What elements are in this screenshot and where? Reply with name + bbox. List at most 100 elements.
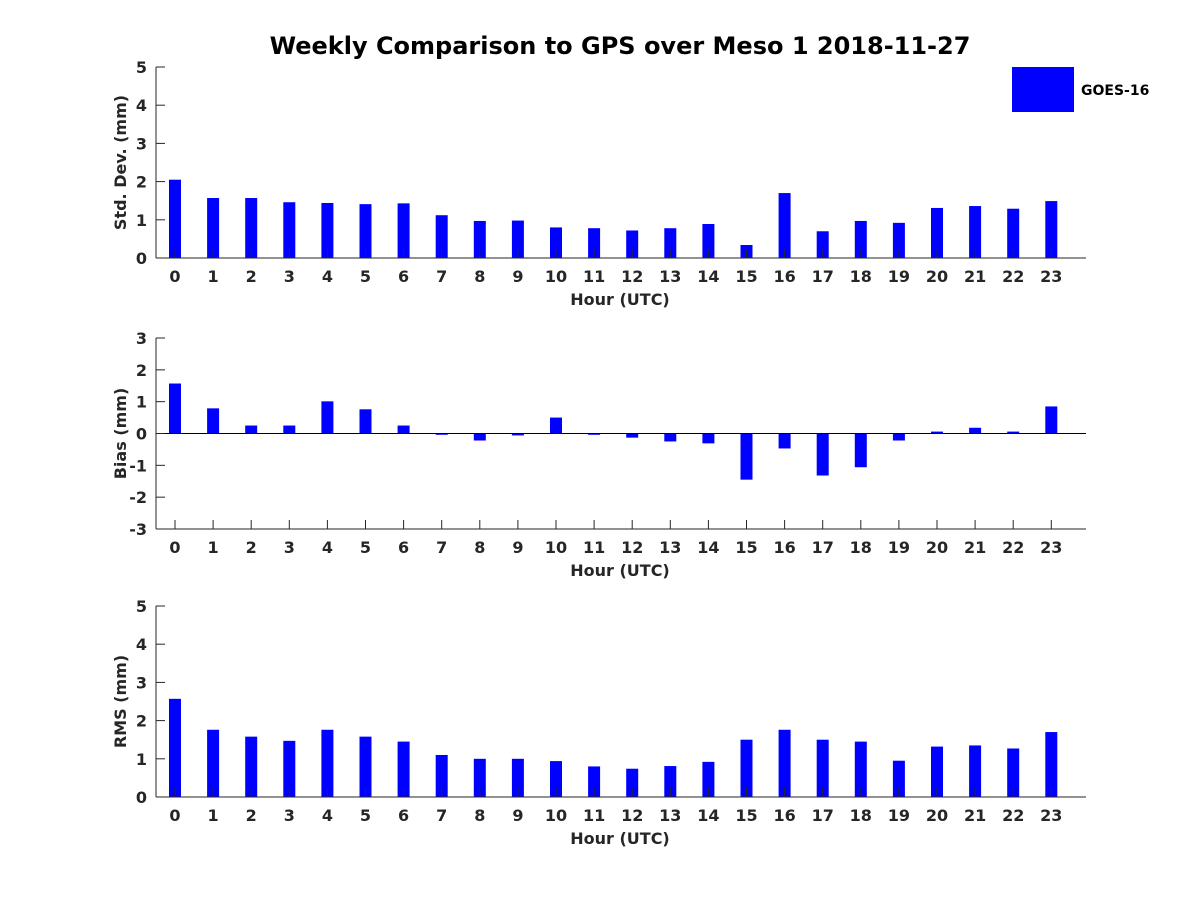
figure-title: Weekly Comparison to GPS over Meso 1 201…: [270, 32, 971, 60]
x-tick-label: 9: [512, 806, 523, 825]
bar: [626, 433, 639, 438]
x-tick-label: 6: [398, 267, 409, 286]
x-axis-label: Hour (UTC): [570, 561, 670, 580]
x-tick-label: 10: [545, 538, 567, 557]
y-tick-label: -3: [129, 520, 147, 539]
bar: [854, 741, 867, 797]
bar: [816, 739, 829, 797]
bar: [283, 740, 296, 797]
y-axis-label: Std. Dev. (mm): [111, 95, 130, 230]
x-tick-label: 14: [697, 806, 719, 825]
x-tick-label: 1: [208, 806, 219, 825]
x-tick-label: 20: [926, 538, 948, 557]
y-axis-label: Bias (mm): [111, 388, 130, 480]
x-tick-label: 15: [735, 538, 757, 557]
bar: [321, 202, 334, 258]
bar: [854, 433, 867, 468]
bar: [1045, 201, 1058, 258]
x-tick-label: 16: [773, 806, 795, 825]
y-tick-label: 4: [136, 635, 147, 654]
bar: [588, 766, 601, 797]
bar: [969, 745, 982, 797]
bar: [740, 739, 753, 797]
bar: [397, 425, 410, 434]
bar: [359, 736, 372, 797]
x-tick-label: 21: [964, 267, 986, 286]
x-tick-label: 14: [697, 538, 719, 557]
bar: [1007, 748, 1020, 797]
bar: [816, 433, 829, 476]
x-tick-label: 20: [926, 806, 948, 825]
bar: [473, 758, 486, 797]
x-tick-label: 5: [360, 538, 371, 557]
bar: [740, 433, 753, 480]
bar: [550, 417, 562, 434]
y-tick-label: 5: [136, 58, 147, 77]
x-tick-label: 17: [812, 538, 834, 557]
bar: [969, 206, 982, 258]
bar: [435, 754, 448, 797]
y-tick-label: 0: [136, 788, 147, 807]
y-tick-label: 2: [136, 361, 147, 380]
x-tick-label: 11: [583, 806, 605, 825]
bar: [321, 401, 334, 434]
bar: [169, 179, 181, 258]
bar: [359, 204, 372, 258]
bar: [283, 425, 296, 434]
bar: [702, 433, 715, 444]
x-tick-label: 12: [621, 538, 643, 557]
x-tick-label: 11: [583, 267, 605, 286]
legend-swatch: [1012, 67, 1074, 112]
x-tick-label: 2: [246, 538, 257, 557]
x-tick-label: 22: [1002, 538, 1024, 557]
x-tick-label: 12: [621, 806, 643, 825]
x-tick-label: 7: [436, 538, 447, 557]
legend-label: GOES-16: [1081, 83, 1149, 99]
bar: [778, 193, 791, 258]
legend: GOES-16: [1012, 67, 1149, 112]
y-tick-label: -1: [129, 456, 147, 475]
x-tick-label: 20: [926, 267, 948, 286]
x-tick-label: 10: [545, 267, 567, 286]
x-tick-label: 5: [360, 267, 371, 286]
bar: [511, 433, 524, 436]
bar: [245, 198, 258, 258]
x-tick-label: 2: [246, 806, 257, 825]
bar: [550, 227, 562, 258]
y-tick-label: 5: [136, 597, 147, 616]
x-tick-label: 22: [1002, 806, 1024, 825]
bar: [664, 433, 677, 442]
bar: [397, 741, 410, 797]
x-tick-label: 13: [659, 267, 681, 286]
x-tick-label: 4: [322, 806, 333, 825]
bar: [664, 766, 677, 797]
x-tick-label: 8: [474, 806, 485, 825]
bar: [892, 433, 905, 441]
bar: [892, 222, 905, 258]
y-tick-label: 3: [136, 673, 147, 692]
bar: [207, 198, 220, 258]
bar: [778, 729, 791, 797]
y-tick-label: 2: [136, 712, 147, 731]
x-tick-label: 10: [545, 806, 567, 825]
x-tick-label: 19: [888, 267, 910, 286]
bar: [1045, 732, 1058, 797]
bar: [207, 729, 220, 797]
x-tick-label: 19: [888, 806, 910, 825]
bar: [245, 425, 258, 434]
bar: [283, 202, 296, 258]
x-tick-label: 19: [888, 538, 910, 557]
x-tick-label: 16: [773, 267, 795, 286]
x-tick-label: 0: [169, 538, 180, 557]
x-tick-label: 23: [1040, 267, 1062, 286]
bar: [435, 215, 448, 258]
x-tick-label: 23: [1040, 806, 1062, 825]
x-tick-label: 3: [284, 538, 295, 557]
x-tick-label: 18: [850, 538, 872, 557]
x-tick-label: 21: [964, 806, 986, 825]
x-tick-label: 9: [512, 538, 523, 557]
x-tick-label: 9: [512, 267, 523, 286]
